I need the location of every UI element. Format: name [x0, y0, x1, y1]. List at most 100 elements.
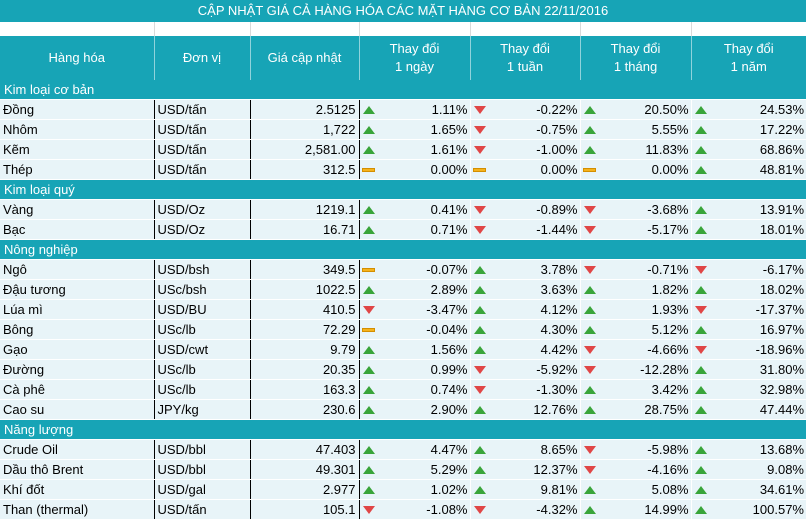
header-change-1-week[interactable]: Thay đổi 1 tuần — [469, 36, 580, 80]
header-price[interactable]: Giá cập nhật — [249, 36, 359, 80]
unit-cell[interactable]: USc/lb — [153, 319, 250, 340]
commodity-name-cell[interactable]: Cà phê — [0, 379, 154, 400]
change-1-week-cell[interactable]: -0.89% — [469, 199, 580, 220]
change-1-day-cell[interactable]: 2.90% — [359, 399, 470, 420]
change-1-week-cell[interactable]: -1.00% — [469, 139, 580, 160]
change-1-week-cell[interactable]: 4.30% — [469, 319, 580, 340]
change-1-day-cell[interactable]: 0.71% — [359, 219, 470, 240]
unit-cell[interactable]: USD/BU — [153, 299, 250, 320]
commodity-name-cell[interactable]: Dầu thô Brent — [0, 459, 154, 480]
commodity-name-cell[interactable]: Đậu tương — [0, 279, 154, 300]
change-1-week-cell[interactable]: 3.63% — [469, 279, 580, 300]
header-change-1-day[interactable]: Thay đổi 1 ngày — [358, 36, 470, 80]
change-1-week-cell[interactable]: 8.65% — [469, 439, 580, 460]
unit-cell[interactable]: USc/lb — [153, 379, 250, 400]
change-1-month-cell[interactable]: -4.66% — [579, 339, 691, 360]
change-1-day-cell[interactable]: 1.65% — [359, 119, 470, 140]
unit-cell[interactable]: USD/cwt — [153, 339, 250, 360]
change-1-week-cell[interactable]: -4.32% — [469, 499, 580, 520]
price-cell[interactable]: 20.35 — [249, 359, 360, 380]
unit-cell[interactable]: USD/Oz — [153, 219, 250, 240]
change-1-day-cell[interactable]: 0.74% — [359, 379, 470, 400]
change-1-year-cell[interactable]: 9.08% — [690, 459, 806, 480]
change-1-day-cell[interactable]: 1.11% — [359, 99, 470, 120]
change-1-month-cell[interactable]: -5.17% — [579, 219, 691, 240]
change-1-month-cell[interactable]: 14.99% — [579, 499, 691, 520]
category-cell[interactable]: Kim loại cơ bản — [0, 80, 806, 100]
category-cell[interactable]: Nông nghiệp — [0, 239, 806, 260]
category-cell[interactable]: Kim loại quý — [0, 179, 806, 200]
unit-cell[interactable]: JPY/kg — [153, 399, 250, 420]
price-cell[interactable]: 349.5 — [249, 259, 360, 280]
commodity-name-cell[interactable]: Kẽm — [0, 139, 154, 160]
change-1-year-cell[interactable]: 13.68% — [690, 439, 806, 460]
change-1-day-cell[interactable]: 2.89% — [359, 279, 470, 300]
price-cell[interactable]: 1022.5 — [249, 279, 360, 300]
header-unit[interactable]: Đơn vị — [153, 36, 250, 80]
change-1-year-cell[interactable]: 47.44% — [690, 399, 806, 420]
header-commodity[interactable]: Hàng hóa — [0, 36, 154, 80]
unit-cell[interactable]: USD/gal — [153, 479, 250, 500]
change-1-month-cell[interactable]: -5.98% — [579, 439, 691, 460]
price-cell[interactable]: 47.403 — [249, 439, 360, 460]
price-cell[interactable]: 49.301 — [249, 459, 360, 480]
change-1-week-cell[interactable]: -0.22% — [469, 99, 580, 120]
change-1-week-cell[interactable]: 4.42% — [469, 339, 580, 360]
change-1-week-cell[interactable]: -0.75% — [469, 119, 580, 140]
unit-cell[interactable]: USD/tấn — [153, 499, 250, 520]
change-1-week-cell[interactable]: -1.44% — [469, 219, 580, 240]
price-cell[interactable]: 72.29 — [249, 319, 360, 340]
change-1-day-cell[interactable]: 4.47% — [359, 439, 470, 460]
commodity-name-cell[interactable]: Crude Oil — [0, 439, 154, 460]
change-1-day-cell[interactable]: -1.08% — [359, 499, 470, 520]
header-change-1-year[interactable]: Thay đổi 1 năm — [690, 36, 806, 80]
change-1-day-cell[interactable]: 0.41% — [359, 199, 470, 220]
unit-cell[interactable]: USD/bbl — [153, 459, 250, 480]
change-1-year-cell[interactable]: 17.22% — [690, 119, 806, 140]
unit-cell[interactable]: USc/bsh — [153, 279, 250, 300]
change-1-week-cell[interactable]: -1.30% — [469, 379, 580, 400]
commodity-name-cell[interactable]: Vàng — [0, 199, 154, 220]
change-1-month-cell[interactable]: 1.82% — [579, 279, 691, 300]
price-cell[interactable]: 163.3 — [249, 379, 360, 400]
unit-cell[interactable]: USc/lb — [153, 359, 250, 380]
commodity-name-cell[interactable]: Bạc — [0, 219, 154, 240]
header-change-1-month[interactable]: Thay đổi 1 tháng — [579, 36, 691, 80]
change-1-day-cell[interactable]: 0.00% — [359, 159, 470, 180]
change-1-year-cell[interactable]: 31.80% — [690, 359, 806, 380]
change-1-year-cell[interactable]: 100.57% — [690, 499, 806, 520]
price-cell[interactable]: 2.977 — [249, 479, 360, 500]
change-1-day-cell[interactable]: -0.07% — [359, 259, 470, 280]
change-1-year-cell[interactable]: 13.91% — [690, 199, 806, 220]
change-1-week-cell[interactable]: 3.78% — [469, 259, 580, 280]
change-1-month-cell[interactable]: -12.28% — [579, 359, 691, 380]
price-cell[interactable]: 410.5 — [249, 299, 360, 320]
change-1-month-cell[interactable]: 11.83% — [579, 139, 691, 160]
price-cell[interactable]: 230.6 — [249, 399, 360, 420]
change-1-month-cell[interactable]: 3.42% — [579, 379, 691, 400]
commodity-name-cell[interactable]: Thép — [0, 159, 154, 180]
change-1-month-cell[interactable]: 5.08% — [579, 479, 691, 500]
change-1-year-cell[interactable]: 48.81% — [690, 159, 806, 180]
unit-cell[interactable]: USD/tấn — [153, 119, 250, 140]
change-1-month-cell[interactable]: -3.68% — [579, 199, 691, 220]
change-1-day-cell[interactable]: -3.47% — [359, 299, 470, 320]
change-1-day-cell[interactable]: 1.61% — [359, 139, 470, 160]
price-cell[interactable]: 105.1 — [249, 499, 360, 520]
change-1-year-cell[interactable]: 68.86% — [690, 139, 806, 160]
change-1-month-cell[interactable]: -4.16% — [579, 459, 691, 480]
change-1-day-cell[interactable]: 1.02% — [359, 479, 470, 500]
commodity-name-cell[interactable]: Bông — [0, 319, 154, 340]
change-1-day-cell[interactable]: 1.56% — [359, 339, 470, 360]
unit-cell[interactable]: USD/Oz — [153, 199, 250, 220]
commodity-name-cell[interactable]: Cao su — [0, 399, 154, 420]
commodity-name-cell[interactable]: Gạo — [0, 339, 154, 360]
change-1-year-cell[interactable]: 24.53% — [690, 99, 806, 120]
change-1-day-cell[interactable]: 5.29% — [359, 459, 470, 480]
commodity-name-cell[interactable]: Nhôm — [0, 119, 154, 140]
unit-cell[interactable]: USD/tấn — [153, 139, 250, 160]
change-1-month-cell[interactable]: 0.00% — [579, 159, 691, 180]
unit-cell[interactable]: USD/bbl — [153, 439, 250, 460]
change-1-year-cell[interactable]: 18.01% — [690, 219, 806, 240]
price-cell[interactable]: 1,722 — [249, 119, 360, 140]
